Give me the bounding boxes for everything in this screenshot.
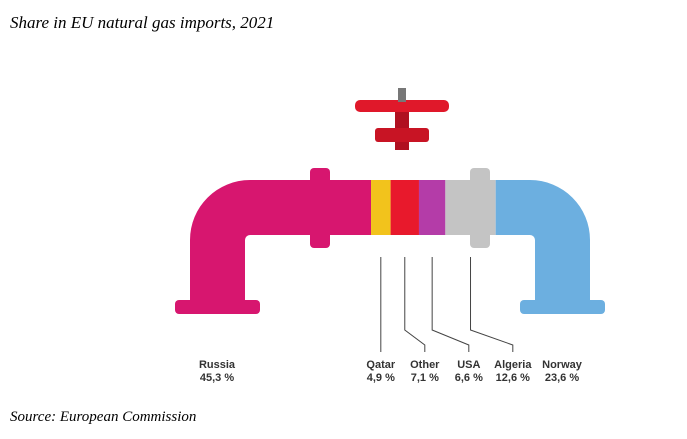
valve-wheel bbox=[355, 100, 449, 112]
leader-line bbox=[470, 257, 514, 352]
value-label: 12,6 % bbox=[496, 372, 530, 384]
leader-line bbox=[404, 257, 426, 352]
flange bbox=[175, 300, 260, 314]
category-label: Norway bbox=[542, 359, 583, 371]
source: Source: European Commission bbox=[10, 409, 196, 425]
category-label: Qatar bbox=[366, 359, 395, 371]
valve bbox=[355, 88, 449, 150]
pipe-segment bbox=[495, 180, 590, 305]
pipe-segment bbox=[418, 180, 446, 235]
pipe-segment bbox=[371, 180, 391, 235]
chart-title: Share in EU natural gas imports, 2021 bbox=[10, 13, 274, 32]
value-label: 6,6 % bbox=[455, 372, 483, 384]
value-label: 23,6 % bbox=[545, 372, 579, 384]
valve-bolt bbox=[398, 88, 406, 102]
value-label: 45,3 % bbox=[200, 372, 234, 384]
category-label: Algeria bbox=[494, 359, 532, 371]
value-label: 4,9 % bbox=[367, 372, 395, 384]
category-label: USA bbox=[457, 359, 480, 371]
flange bbox=[520, 300, 605, 314]
valve-flange bbox=[375, 128, 429, 142]
leader-line bbox=[431, 257, 470, 352]
pipe-segment bbox=[190, 180, 372, 305]
pipe-segment bbox=[390, 180, 419, 235]
flange bbox=[470, 168, 490, 248]
flange bbox=[310, 168, 330, 248]
value-label: 7,1 % bbox=[411, 372, 439, 384]
category-label: Other bbox=[410, 359, 440, 371]
category-label: Russia bbox=[199, 359, 236, 371]
